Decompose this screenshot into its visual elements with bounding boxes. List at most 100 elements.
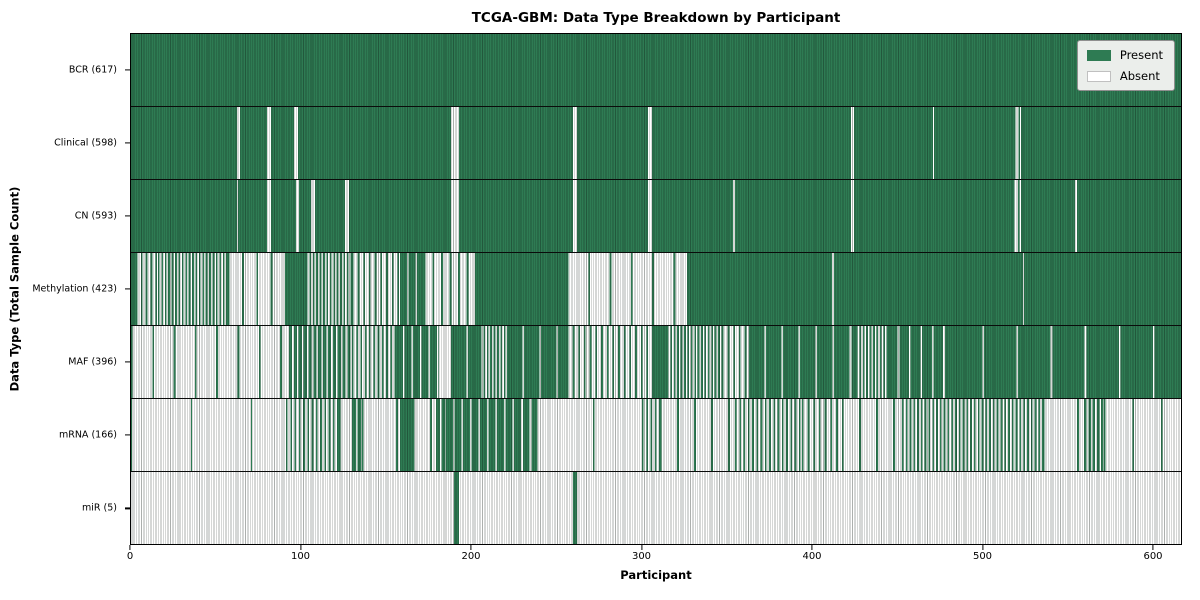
y-tick-mark xyxy=(125,288,130,290)
heatmap-rows xyxy=(131,34,1181,544)
heatmap-segment xyxy=(348,180,451,252)
legend-label-absent: Absent xyxy=(1119,69,1160,83)
heatmap-segment xyxy=(667,326,722,398)
heatmap-segment xyxy=(648,107,652,179)
heatmap-segment xyxy=(131,253,137,325)
heatmap-segment xyxy=(1012,180,1022,252)
heatmap-segment xyxy=(352,326,397,398)
y-tick-mark xyxy=(125,507,130,510)
x-tick-label: 100 xyxy=(290,551,311,562)
heatmap-segment xyxy=(854,107,933,179)
heatmap-segment xyxy=(1014,107,1022,179)
y-tick-label-mRNA: mRNA (166) xyxy=(58,429,117,441)
heatmap-segment xyxy=(733,180,736,252)
heatmap-segment xyxy=(832,253,834,325)
heatmap-segment xyxy=(136,253,159,325)
heatmap-segment xyxy=(439,326,451,398)
legend-label-present: Present xyxy=(1119,48,1163,62)
heatmap-segment xyxy=(651,180,734,252)
heatmap-segment xyxy=(660,399,736,471)
heatmap-segment xyxy=(158,253,228,325)
heatmap-segment xyxy=(267,107,271,179)
heatmap-segment xyxy=(450,180,460,252)
heatmap-segment xyxy=(1077,180,1181,252)
heatmap-segment xyxy=(573,107,577,179)
heatmap-segment xyxy=(735,399,802,471)
y-tick-label-Clinical: Clinical (598) xyxy=(54,137,117,149)
heatmap-segment xyxy=(267,180,271,252)
x-tick-label: 600 xyxy=(1143,551,1163,562)
heatmap-segment xyxy=(131,399,286,471)
heatmap-segment xyxy=(573,472,577,544)
heatmap-segment xyxy=(651,107,851,179)
y-tick-mark xyxy=(125,142,130,144)
heatmap-row-BCR xyxy=(131,34,1181,107)
x-tick-label: 0 xyxy=(126,551,134,562)
x-tick-mark xyxy=(811,545,813,550)
heatmap-segment xyxy=(888,326,950,398)
y-tick-label-BCR: BCR (617) xyxy=(68,64,117,76)
x-tick-label: 200 xyxy=(461,551,481,562)
heatmap-segment xyxy=(1104,399,1181,471)
heatmap-segment xyxy=(228,253,286,325)
y-tick-mark xyxy=(125,68,130,71)
heatmap-row-miR xyxy=(131,472,1181,544)
legend-entry-absent: Absent xyxy=(1086,69,1163,83)
heatmap-segment xyxy=(314,180,346,252)
y-tick-label-Methylation: Methylation (423) xyxy=(32,283,117,295)
heatmap-segment xyxy=(352,253,400,325)
heatmap-segment xyxy=(855,326,889,398)
heatmap-segment xyxy=(285,399,339,471)
heatmap-segment xyxy=(454,472,460,544)
heatmap-segment xyxy=(294,107,298,179)
heatmap-row-MAF xyxy=(131,326,1181,399)
heatmap-segment xyxy=(352,399,363,471)
heatmap-segment xyxy=(285,253,307,325)
heatmap-segment xyxy=(270,180,297,252)
heatmap-plot-area: Present Absent xyxy=(130,33,1182,545)
heatmap-segment xyxy=(131,107,237,179)
heatmap-segment xyxy=(653,326,668,398)
heatmap-row-Clinical xyxy=(131,107,1181,180)
heatmap-segment xyxy=(735,180,851,252)
heatmap-segment xyxy=(413,399,436,471)
x-tick-mark xyxy=(470,545,472,550)
x-tick-mark xyxy=(1152,545,1154,550)
heatmap-segment xyxy=(576,107,649,179)
heatmap-row-mRNA xyxy=(131,399,1181,472)
heatmap-segment xyxy=(687,253,833,325)
heatmap-segment xyxy=(850,180,855,252)
x-axis-label: Participant xyxy=(620,568,692,582)
heatmap-segment xyxy=(566,253,688,325)
heatmap-segment xyxy=(536,399,642,471)
heatmap-segment xyxy=(423,253,477,325)
heatmap-segment xyxy=(450,326,480,398)
heatmap-segment xyxy=(297,107,451,179)
absent-swatch xyxy=(1086,70,1111,82)
heatmap-segment xyxy=(748,326,856,398)
heatmap-segment xyxy=(576,472,1181,544)
heatmap-segment xyxy=(507,326,567,398)
heatmap-segment xyxy=(833,253,1023,325)
heatmap-segment xyxy=(573,180,577,252)
heatmap-segment xyxy=(299,180,312,252)
heatmap-segment xyxy=(270,107,295,179)
heatmap-segment xyxy=(345,180,349,252)
heatmap-segment xyxy=(850,107,855,179)
heatmap-segment xyxy=(842,399,902,471)
heatmap-segment xyxy=(566,326,654,398)
heatmap-segment xyxy=(1021,107,1181,179)
heatmap-segment xyxy=(236,180,239,252)
y-axis-ticks: BCR (617) Clinical (598) CN (593) Methylati… xyxy=(0,33,130,545)
heatmap-segment xyxy=(459,107,574,179)
heatmap-segment xyxy=(399,253,424,325)
heatmap-segment xyxy=(1024,253,1181,325)
heatmap-segment xyxy=(131,326,290,398)
heatmap-segment xyxy=(445,399,537,471)
chart-title: TCGA-GBM: Data Type Breakdown by Partici… xyxy=(471,10,841,26)
heatmap-segment xyxy=(721,326,749,398)
heatmap-segment xyxy=(131,34,1181,106)
heatmap-segment xyxy=(435,399,446,471)
heatmap-segment xyxy=(1021,180,1076,252)
